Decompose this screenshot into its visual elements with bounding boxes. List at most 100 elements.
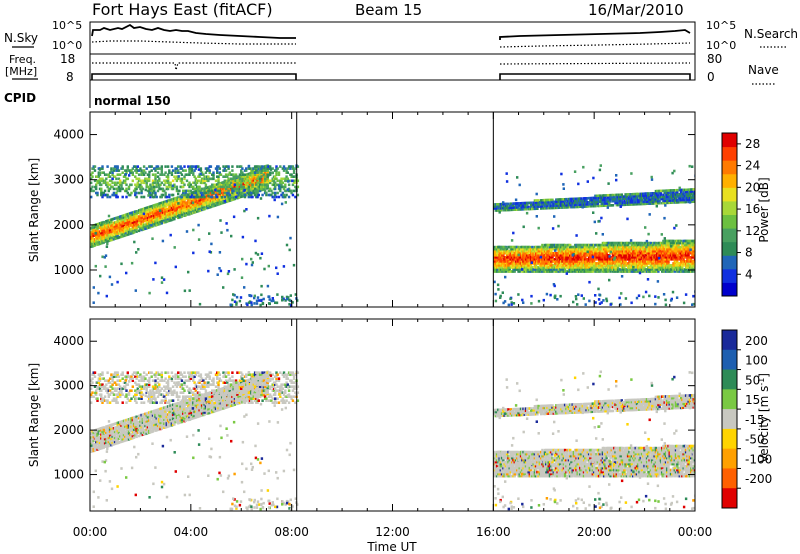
power-cell: [592, 198, 596, 202]
power-cell: [294, 179, 297, 183]
power-cell: [655, 264, 659, 267]
power-cell: [292, 169, 296, 172]
power-cell: [93, 165, 97, 168]
power-cell: [582, 201, 586, 204]
power-cell: [229, 194, 233, 198]
power-cell: [599, 260, 602, 263]
power-cell: [251, 169, 254, 172]
power-cell: [134, 226, 137, 230]
power-cell: [684, 262, 688, 265]
power-cell: [586, 270, 589, 273]
power-cell: [497, 207, 500, 210]
power-cell: [168, 203, 171, 206]
power-cell: [543, 245, 547, 249]
power-cell: [572, 249, 576, 253]
power-cell: [547, 200, 550, 204]
power-cell: [567, 201, 571, 205]
power-cell: [228, 189, 231, 192]
power-cell: [228, 187, 231, 190]
power-cell: [185, 209, 189, 213]
power-cell: [509, 262, 513, 265]
power-cell: [548, 198, 552, 202]
power-cell: [171, 193, 175, 197]
power-cell: [108, 235, 112, 238]
power-cell: [188, 173, 191, 176]
power-cell: [526, 203, 529, 207]
power-cell: [603, 270, 606, 273]
power-cell: [188, 185, 191, 189]
power-cell: [493, 270, 496, 273]
power-cell: [563, 251, 567, 255]
power-cell: [166, 175, 170, 178]
power-cell: [226, 165, 229, 168]
power-cell: [212, 173, 215, 176]
power-cell: [545, 262, 548, 265]
power-cell: [611, 256, 615, 259]
power-cell: [232, 189, 235, 193]
power-cell: [522, 268, 525, 271]
power-cell: [98, 171, 102, 174]
power-cell: [227, 165, 230, 168]
power-cell: [640, 254, 644, 257]
power-cell: [643, 247, 646, 251]
power-cell: [222, 187, 225, 190]
power-cell: [207, 167, 210, 170]
power-cell: [639, 256, 642, 259]
power-cell: [217, 197, 220, 200]
power-cell: [265, 169, 268, 172]
power-cell: [666, 243, 669, 247]
power-cell: [579, 247, 582, 251]
power-cell: [136, 215, 139, 219]
power-cell: [180, 209, 184, 212]
power-cell: [634, 264, 637, 267]
power-cell: [678, 247, 681, 251]
power-cell: [137, 217, 141, 220]
power-cell: [608, 243, 611, 247]
power-cell: [197, 185, 200, 189]
power-cell: [693, 266, 695, 269]
power-cell: [512, 256, 515, 259]
power-cell: [509, 266, 513, 269]
power-cell: [662, 241, 665, 245]
power-cell: [640, 194, 644, 198]
power-cell: [666, 247, 669, 251]
power-cell: [277, 195, 281, 199]
power-cell: [194, 187, 197, 191]
power-cell: [497, 247, 500, 251]
power-cell: [112, 229, 116, 233]
power-cell: [96, 229, 99, 232]
power-cell: [548, 256, 552, 259]
power-cell: [580, 201, 583, 204]
power-cell: [659, 268, 663, 271]
power-cell: [216, 167, 219, 170]
power-cell: [232, 173, 235, 176]
power-cell: [107, 221, 110, 224]
power-cell: [637, 258, 640, 261]
power-cell: [589, 254, 592, 257]
power-cell: [154, 181, 157, 185]
power-cell: [550, 268, 553, 271]
power-cell: [561, 266, 564, 269]
power-cell: [572, 264, 576, 267]
power-cell: [537, 249, 540, 253]
power-cell: [669, 241, 673, 245]
power-cell: [494, 256, 497, 259]
power-cell: [255, 165, 258, 168]
power-cell: [570, 205, 573, 209]
power-cell: [669, 258, 673, 261]
power-cell: [92, 242, 95, 246]
power-cell: [165, 175, 168, 178]
power-cell: [100, 189, 103, 193]
power-cell: [591, 270, 594, 273]
power-cell: [187, 183, 190, 187]
power-cell: [592, 243, 596, 247]
power-cell: [222, 169, 225, 172]
power-cell: [591, 196, 594, 200]
power-cell: [256, 185, 259, 189]
power-cell: [545, 264, 548, 267]
power-cell: [287, 183, 291, 187]
power-cell: [630, 251, 634, 255]
power-cell: [532, 203, 535, 207]
power-cell: [182, 194, 185, 198]
power-cell: [601, 260, 605, 263]
